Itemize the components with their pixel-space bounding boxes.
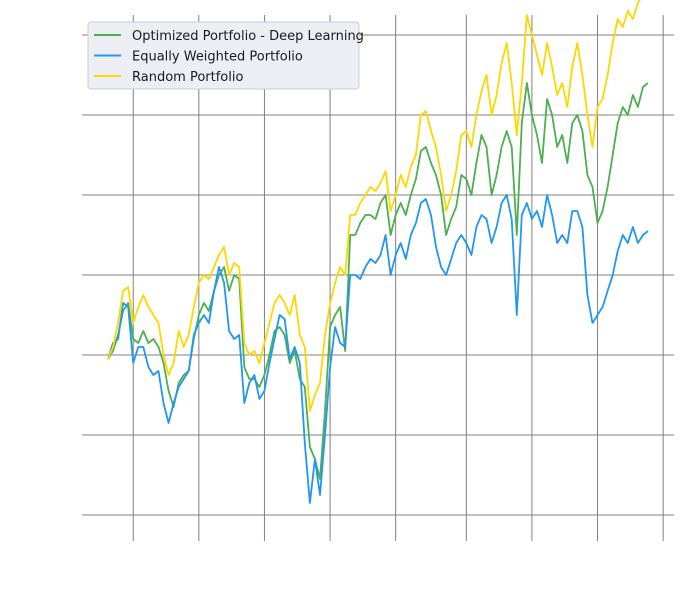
series-line (107, 0, 641, 412)
grid (82, 15, 674, 541)
legend-label: Optimized Portfolio - Deep Learning (132, 29, 364, 44)
legend-label: Random Portfolio (132, 70, 243, 85)
legend-box (87, 21, 360, 90)
series-lines (107, 0, 649, 504)
series-line (107, 82, 649, 480)
legend-label: Equally Weighted Portfolio (132, 50, 303, 65)
legend: Optimized Portfolio - Deep Learning Equal… (87, 21, 364, 90)
series-line (107, 194, 649, 504)
